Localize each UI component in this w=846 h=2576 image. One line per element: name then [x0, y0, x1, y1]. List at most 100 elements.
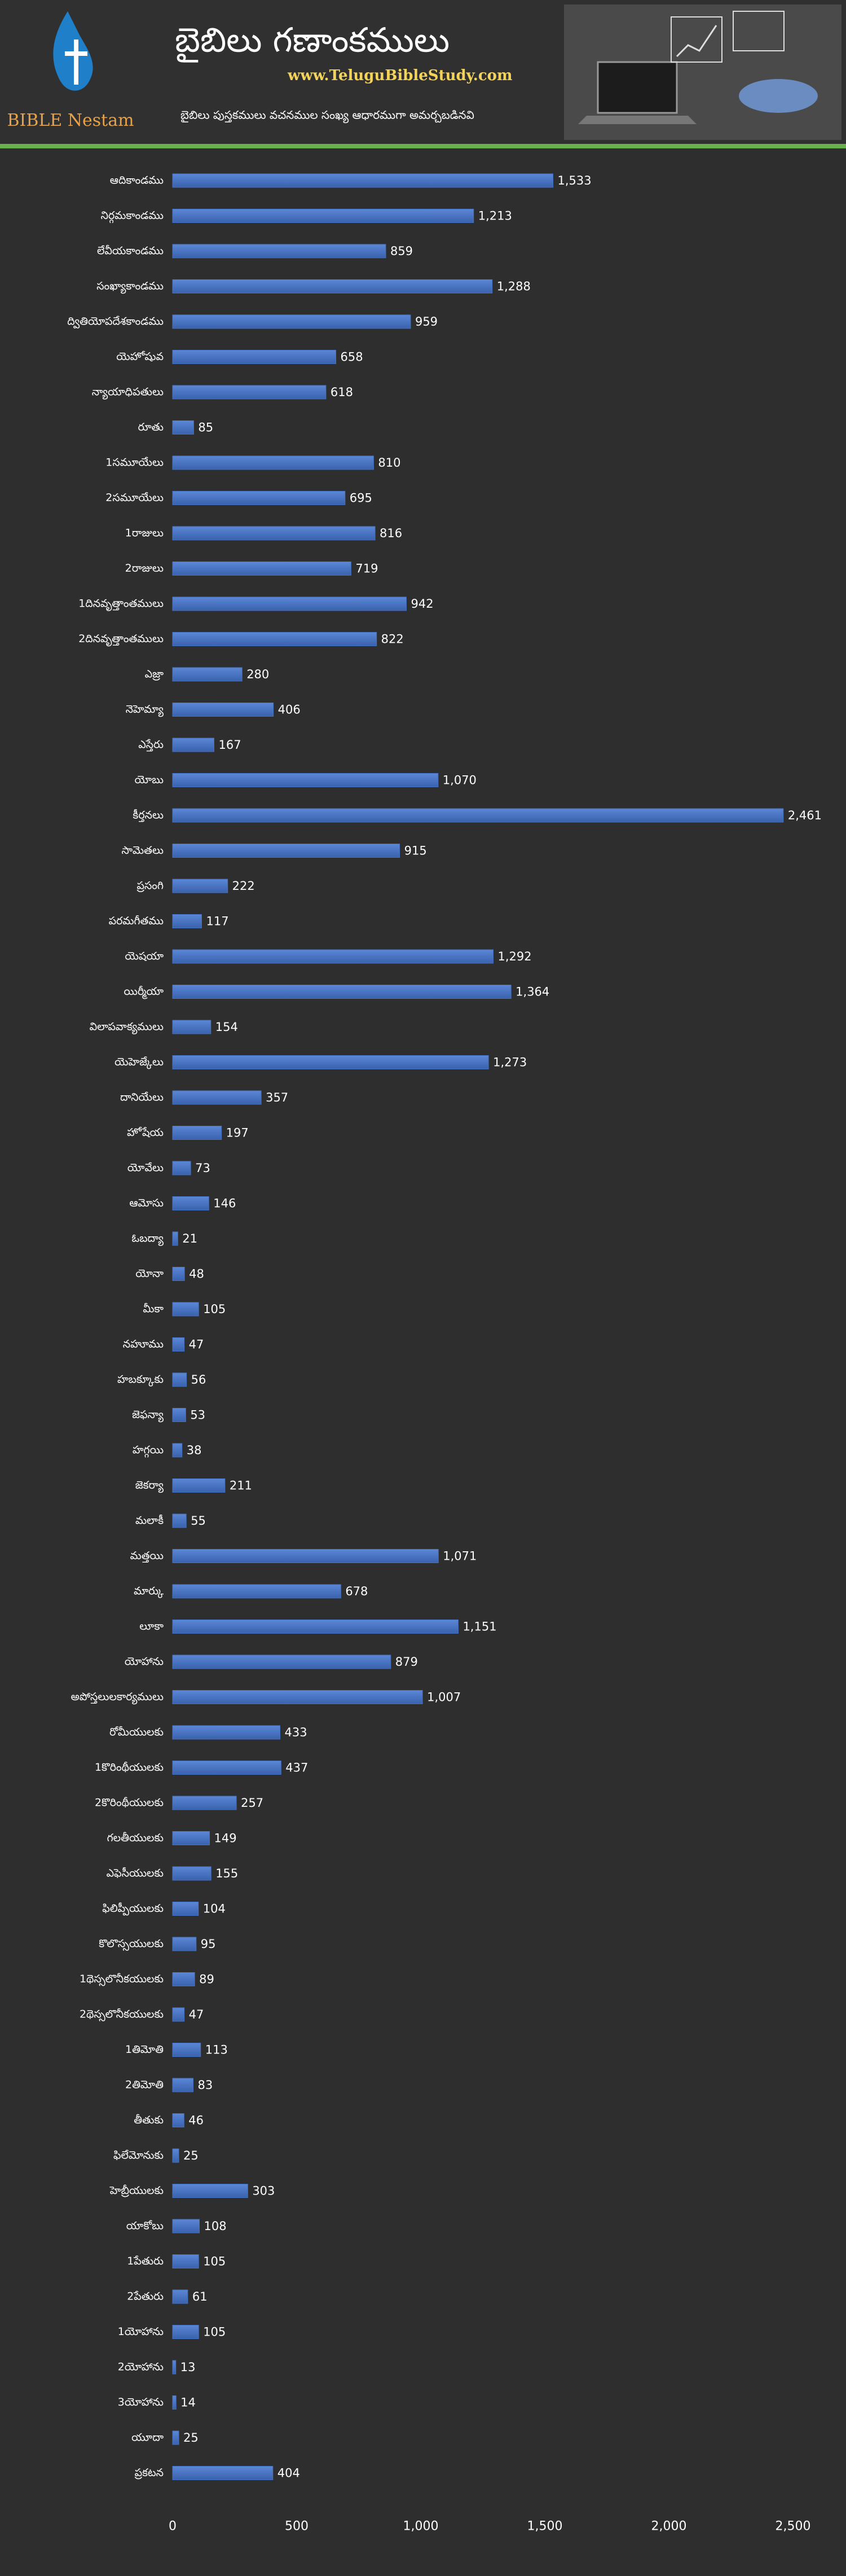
- y-tick-label: న్యాయాధిపతులు: [92, 386, 164, 400]
- data-label: 21: [182, 1232, 197, 1245]
- bar: [172, 985, 512, 999]
- bar: [172, 773, 439, 787]
- bar: [172, 2113, 184, 2127]
- y-tick-label: పరమగీతము: [109, 915, 164, 927]
- bar: [172, 879, 228, 893]
- y-tick-label: ఎఫెసీయులకు: [107, 1867, 164, 1880]
- y-tick-label: హబక్కూకు: [117, 1373, 164, 1387]
- bar: [172, 2078, 194, 2092]
- data-label: 1,273: [493, 1056, 527, 1069]
- bar: [172, 2325, 199, 2339]
- data-label: 89: [199, 1973, 214, 1986]
- bar: [172, 491, 346, 505]
- data-label: 25: [183, 2149, 199, 2162]
- bar: [172, 1267, 185, 1281]
- bar: [172, 2254, 199, 2268]
- data-label: 83: [198, 2078, 213, 2092]
- y-tick-label: హెబ్రీయులకు: [109, 2184, 164, 2197]
- y-tick-label: జెఫన్యా: [132, 1408, 164, 1423]
- x-tick-label: 1,000: [403, 2520, 439, 2534]
- bar: [172, 914, 202, 928]
- data-label: 404: [277, 2467, 300, 2480]
- page-title: బైబిలు గణాంకములు: [175, 21, 450, 63]
- data-label: 1,533: [558, 174, 592, 187]
- y-tick-label: దానియేలు: [120, 1091, 164, 1104]
- logo-text: BIBLE Nestam: [7, 111, 134, 130]
- data-label: 810: [378, 456, 400, 469]
- data-label: 303: [252, 2184, 275, 2198]
- x-tick-label: 2,000: [651, 2520, 687, 2534]
- data-label: 105: [203, 1302, 226, 1316]
- y-tick-label: నెహెమ్యా: [126, 703, 164, 717]
- y-tick-label: నిర్గమకాండము: [101, 209, 164, 223]
- data-label: 1,151: [462, 1620, 496, 1634]
- y-tick-label: రూతు: [138, 421, 164, 433]
- data-label: 104: [203, 1902, 226, 1916]
- data-label: 357: [266, 1091, 288, 1104]
- y-tick-label: ఎస్తేరు: [138, 739, 164, 752]
- data-label: 879: [395, 1655, 418, 1669]
- y-tick-label: 2కొరింథీయులకు: [95, 1797, 164, 1809]
- x-tick-label: 0: [169, 2520, 177, 2534]
- data-label: 73: [195, 1161, 210, 1175]
- data-label: 25: [183, 2431, 199, 2445]
- y-tick-label: 2దినవృత్తాంతములు: [78, 633, 164, 647]
- bar: [172, 808, 784, 823]
- bar: [172, 2289, 188, 2304]
- bar: [172, 350, 337, 364]
- data-label: 47: [189, 1338, 204, 1351]
- site-url: www.TeluguBibleStudy.com: [287, 67, 513, 84]
- y-tick-label: యెహెజ్కేలు: [114, 1056, 164, 1069]
- data-label: 47: [189, 2008, 204, 2021]
- y-tick-label: ఫిలేమోనుకు: [113, 2149, 164, 2162]
- data-label: 155: [215, 1867, 238, 1880]
- y-tick-label: 3యోహాను: [118, 2396, 164, 2408]
- data-label: 117: [206, 915, 228, 928]
- data-label: 149: [214, 1832, 237, 1845]
- bar: [172, 1020, 211, 1034]
- data-label: 167: [218, 738, 241, 752]
- data-label: 1,070: [443, 774, 477, 787]
- data-label: 211: [230, 1479, 252, 1493]
- bar: [172, 738, 214, 752]
- bar: [172, 1302, 199, 1316]
- data-label: 85: [198, 421, 213, 435]
- data-label: 942: [411, 597, 433, 611]
- bar: [172, 420, 194, 435]
- y-tick-label: 2సమూయేలు: [105, 491, 164, 504]
- data-label: 154: [215, 1020, 238, 1034]
- y-tick-label: రోమీయులకు: [109, 1726, 164, 1739]
- data-label: 1,007: [427, 1691, 461, 1704]
- bar: [172, 1126, 222, 1140]
- y-tick-label: మీకా: [143, 1303, 164, 1315]
- y-tick-label: యోహాను: [125, 1656, 164, 1668]
- data-label: 280: [246, 668, 269, 681]
- y-tick-label: జెకర్యా: [135, 1479, 164, 1493]
- y-tick-label: సామెతలు: [121, 844, 164, 857]
- data-label: 678: [345, 1585, 368, 1598]
- bar: [172, 844, 400, 858]
- y-tick-label: సంఖ్యాకాండము: [96, 280, 164, 294]
- y-tick-label: ప్రసంగి: [136, 880, 164, 893]
- bar: [172, 2043, 201, 2057]
- bar: [172, 1408, 186, 1422]
- data-label: 55: [191, 1514, 206, 1528]
- bar: [172, 1372, 187, 1387]
- bar: [172, 2219, 200, 2233]
- data-label: 2,461: [788, 809, 822, 822]
- y-tick-label: ఆదికాండము: [110, 174, 164, 187]
- bar: [172, 1972, 195, 1986]
- bar: [172, 244, 386, 258]
- data-label: 719: [355, 562, 378, 576]
- y-tick-label: కీర్తనలు: [133, 809, 164, 823]
- bar: [172, 2184, 248, 2198]
- bar: [172, 1866, 211, 1881]
- data-label: 46: [188, 2114, 204, 2127]
- bar: [172, 455, 374, 470]
- x-tick-label: 500: [285, 2520, 309, 2534]
- y-tick-label: లూకా: [139, 1620, 164, 1633]
- header-rule: [0, 144, 846, 148]
